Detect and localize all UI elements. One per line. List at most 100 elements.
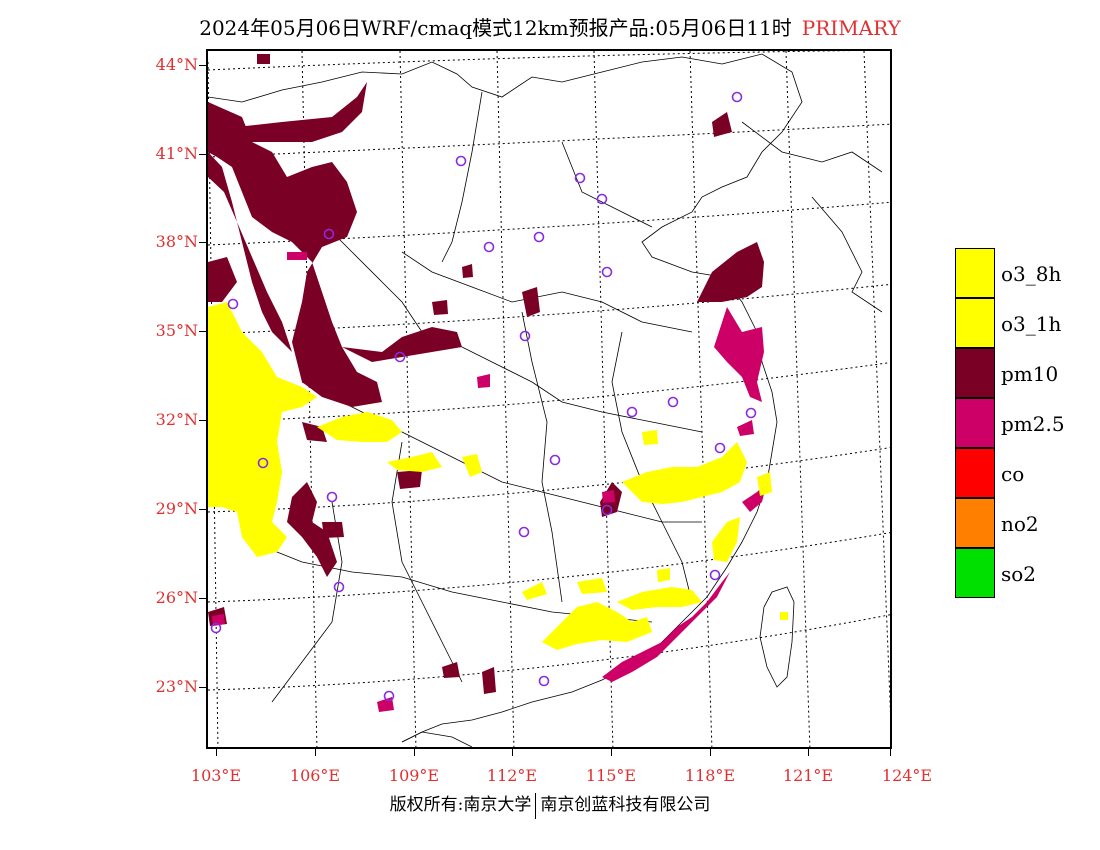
o3-area [780,612,788,620]
province-line [561,141,653,228]
map-panel[interactable] [206,49,892,749]
station-marker [383,690,395,702]
pm10-area [322,522,344,538]
lon-line [863,51,890,714]
map-title: 2024年05月06日WRF/cmaq模式12km预报产品:05月06日11时 P… [0,12,1100,41]
lon-line [593,51,614,747]
coastline [401,151,778,743]
pm10-area [522,287,540,317]
station-marker [533,231,545,243]
lat-tick [199,598,206,599]
pm10-area [712,112,732,137]
lat-line [208,362,890,423]
o3-area [317,412,402,442]
lon-tick [414,749,415,756]
pollutant-legend: o3_8h o3_1h pm10 pm2.5 co no2 so2 [955,248,1085,598]
lat-tick [199,242,206,243]
lat-line [208,283,890,335]
legend-item-pm25: pm2.5 [955,398,1085,448]
legend-label: o3_8h [1001,262,1062,286]
lat-label-44: 44°N [155,55,198,74]
lon-line [399,51,417,747]
station-marker [227,298,239,310]
pm10-area [462,264,473,278]
lat-tick [199,420,206,421]
pm25-area [602,490,615,503]
station-marker [333,581,345,593]
station-marker [745,407,757,419]
station-marker [626,406,638,418]
station-marker [574,172,586,184]
station-marker [455,155,467,167]
pm10-area [257,54,270,64]
lon-label-109: 109°E [388,766,440,785]
legend-item-no2: no2 [955,498,1085,548]
lon-line [785,51,811,747]
station-marker [326,491,338,503]
o3-area [542,602,652,650]
footer-separator [535,792,537,819]
pm25-area [737,420,754,436]
pm25-area [477,374,490,388]
copyright-right: 南京创蓝科技有限公司 [540,795,711,815]
legend-swatch [955,298,995,348]
o3-area [642,430,658,445]
taiwan-outline [759,586,795,688]
lat-label-32: 32°N [155,410,198,429]
station-marker [518,526,530,538]
station-marker [731,91,743,103]
station-marker [394,351,406,363]
pm10-area [237,82,367,142]
lon-tick [216,749,217,756]
legend-label: co [1001,462,1025,486]
lat-line [208,51,855,71]
lon-tick [808,749,809,756]
lon-tick [710,749,711,756]
o3-area [522,582,547,600]
pm10-area [397,470,422,489]
pm10-area [442,662,460,678]
legend-label: no2 [1001,512,1039,536]
lat-label-29: 29°N [155,499,198,518]
legend-label: pm2.5 [1001,412,1065,436]
lon-tick [611,749,612,756]
pm25-area [287,252,307,260]
station-marker [601,266,613,278]
legend-swatch [955,448,995,498]
pm10-area [208,102,382,407]
pm10-area [208,152,292,352]
north-border [208,53,803,153]
pm25-area [714,307,764,402]
legend-item-o3-8h: o3_8h [955,248,1085,298]
legend-item-pm10: pm10 [955,348,1085,398]
legend-label: o3_1h [1001,312,1062,336]
hainan-hint [401,731,473,747]
province-line [271,501,343,703]
legend-item-co: co [955,448,1085,498]
station-marker [323,228,335,240]
lon-line [689,51,713,747]
lat-label-23: 23°N [155,677,198,696]
o3-area [387,452,442,472]
legend-label: pm10 [1001,362,1059,386]
lat-tick [199,509,206,510]
pm10-area [482,667,496,694]
legend-item-so2: so2 [955,548,1085,598]
lat-tick [199,65,206,66]
legend-swatch [955,348,995,398]
lon-tick [512,749,513,756]
o3-area [462,454,482,477]
title-text: 2024年05月06日WRF/cmaq模式12km预报产品:05月06日11时 [199,16,792,40]
lat-line [208,447,890,513]
lat-label-35: 35°N [155,321,198,340]
province-line [521,311,563,603]
legend-swatch [955,398,995,448]
lon-label-106: 106°E [289,766,341,785]
pm10-area [697,242,764,302]
station-marker [210,622,222,634]
station-marker [601,504,613,516]
station-marker [596,193,608,205]
lat-label-41: 41°N [155,144,198,163]
o3-area [712,517,740,562]
station-marker [519,330,531,342]
